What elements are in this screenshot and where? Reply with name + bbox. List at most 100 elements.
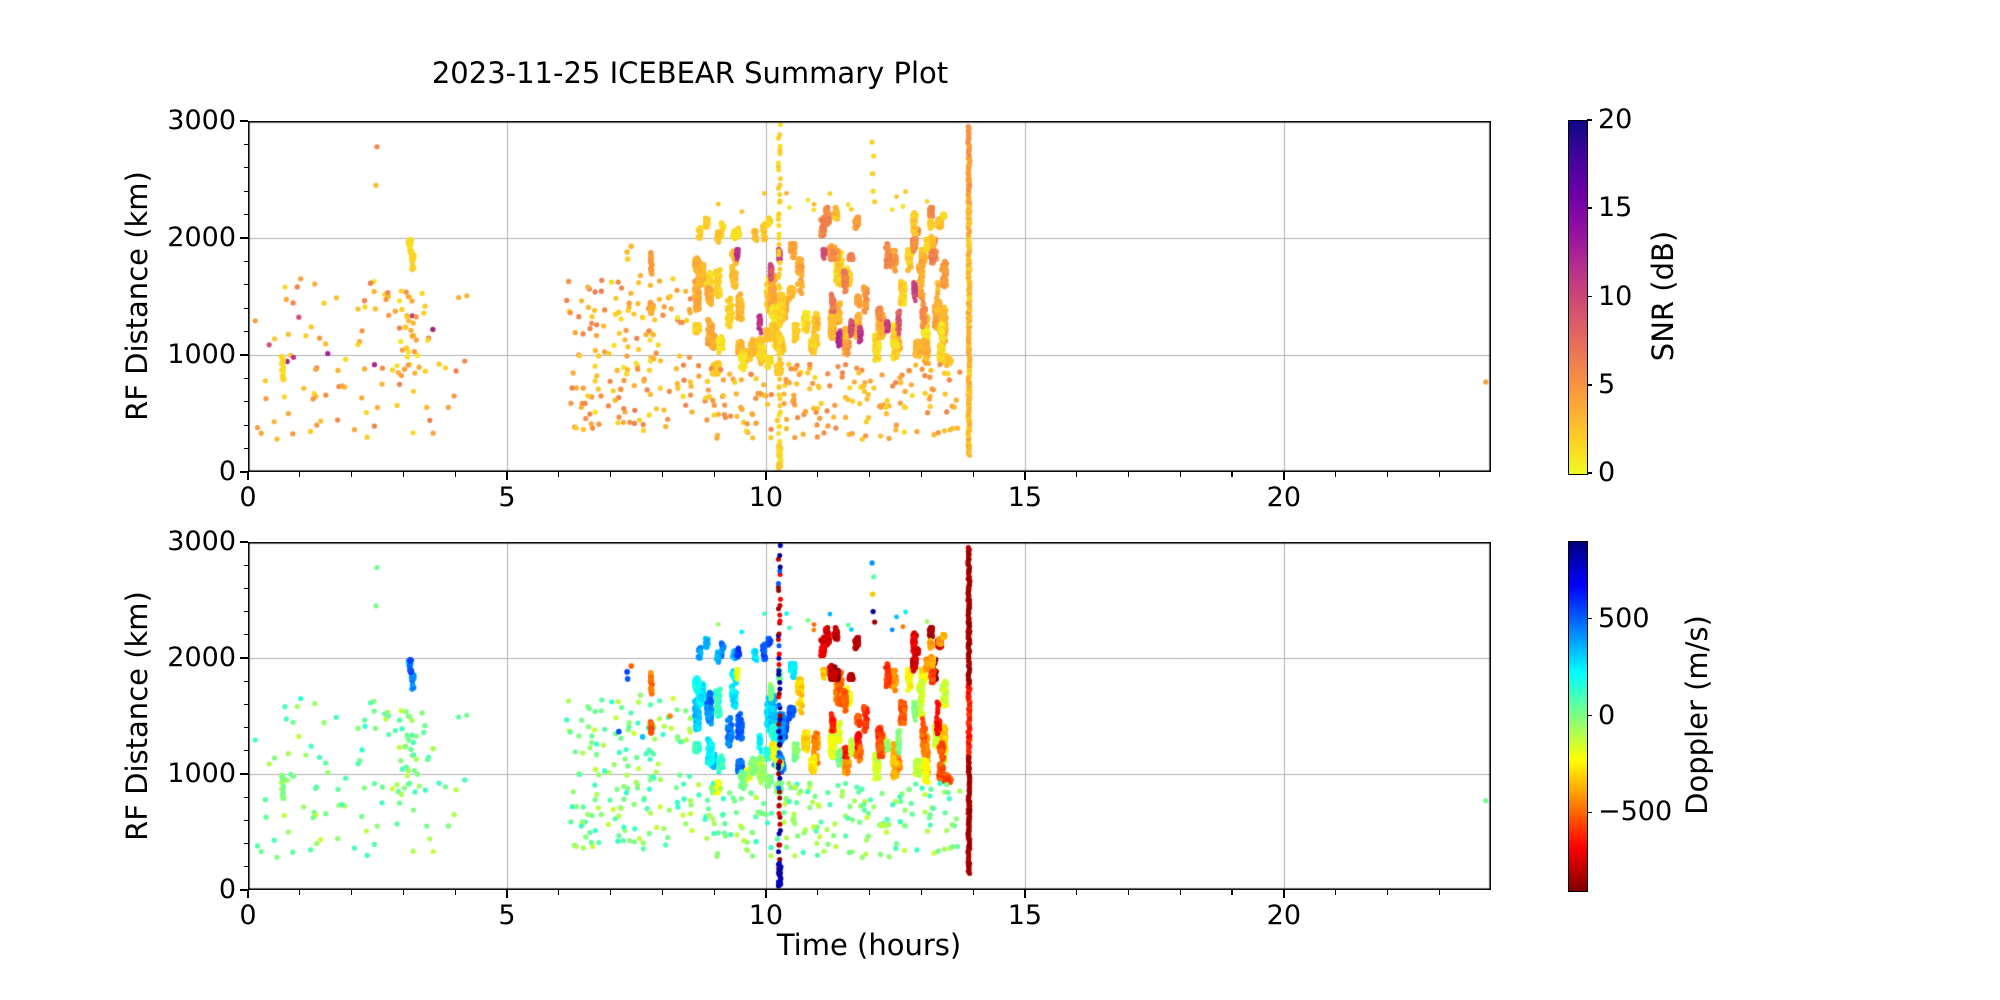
x-tick-label: 15 xyxy=(1007,482,1043,513)
x-axis-label: Time (hours) xyxy=(776,928,962,962)
colorbar-tick xyxy=(1587,811,1592,814)
y-minor-tick xyxy=(243,331,248,333)
y-minor-tick xyxy=(243,260,248,262)
y-tick-label: 2000 xyxy=(167,642,236,673)
x-minor-tick xyxy=(1076,890,1078,895)
x-minor-tick xyxy=(351,472,353,477)
x-tick-label: 0 xyxy=(239,482,257,513)
x-minor-tick xyxy=(609,890,612,895)
doppler-scatter-canvas xyxy=(248,542,1491,890)
y-major-tick xyxy=(240,354,248,356)
x-minor-tick xyxy=(920,890,922,895)
y-major-tick xyxy=(240,773,248,775)
y-minor-tick xyxy=(243,819,248,821)
y-minor-tick xyxy=(243,703,248,705)
x-minor-tick xyxy=(351,890,353,895)
x-minor-tick xyxy=(402,472,404,477)
x-minor-tick xyxy=(713,472,715,477)
x-minor-tick xyxy=(402,890,404,895)
x-tick-label: 5 xyxy=(498,482,516,513)
snr-scatter-canvas xyxy=(248,121,1491,472)
y-minor-tick xyxy=(243,843,248,845)
colorbar-tick xyxy=(1587,617,1592,620)
y-minor-tick xyxy=(243,564,248,566)
x-major-tick xyxy=(1024,472,1026,480)
snr-colorbar xyxy=(1568,120,1588,475)
x-minor-tick xyxy=(1076,472,1078,477)
y-major-tick xyxy=(240,120,248,122)
x-major-tick xyxy=(1283,472,1285,480)
x-minor-tick xyxy=(454,472,456,477)
colorbar-tick-label: 0 xyxy=(1598,457,1616,488)
colorbar-tick-label: −500 xyxy=(1598,796,1673,828)
y-minor-tick xyxy=(243,424,248,426)
y-minor-tick xyxy=(243,680,248,682)
y-tick-label: 0 xyxy=(218,874,236,905)
y-minor-tick xyxy=(243,167,248,169)
y-major-tick xyxy=(240,471,248,473)
x-minor-tick xyxy=(817,472,819,477)
y-minor-tick xyxy=(243,214,248,216)
x-minor-tick xyxy=(661,890,663,895)
colorbar-tick-label: 15 xyxy=(1598,192,1633,224)
y-minor-tick xyxy=(243,377,248,379)
x-minor-tick xyxy=(868,890,871,895)
colorbar-tick xyxy=(1587,295,1592,298)
colorbar-tick xyxy=(1587,714,1592,717)
colorbar-tick xyxy=(1587,119,1592,121)
x-minor-tick xyxy=(299,890,301,895)
x-minor-tick xyxy=(1231,890,1233,895)
x-minor-tick xyxy=(713,890,715,895)
figure-title: 2023-11-25 ICEBEAR Summary Plot xyxy=(431,56,949,90)
y-minor-tick xyxy=(243,727,248,729)
x-minor-tick xyxy=(972,472,974,477)
x-minor-tick xyxy=(1438,472,1440,477)
y-minor-tick xyxy=(243,143,248,145)
x-minor-tick xyxy=(1335,472,1337,477)
y-tick-label: 1000 xyxy=(167,758,236,789)
y-tick-label: 1000 xyxy=(167,339,236,370)
x-minor-tick xyxy=(454,890,456,895)
x-tick-label: 5 xyxy=(498,900,516,931)
x-tick-label: 10 xyxy=(748,482,784,513)
x-minor-tick xyxy=(1179,890,1181,895)
y-tick-label: 3000 xyxy=(167,526,236,557)
y-major-tick xyxy=(240,657,248,659)
x-major-tick xyxy=(1283,890,1285,898)
x-major-tick xyxy=(247,472,249,480)
x-minor-tick xyxy=(558,890,560,895)
y-minor-tick xyxy=(243,796,248,798)
y-tick-label: 2000 xyxy=(167,222,236,253)
x-major-tick xyxy=(506,890,508,898)
y-tick-label: 0 xyxy=(218,456,236,487)
x-minor-tick xyxy=(817,890,819,895)
x-minor-tick xyxy=(1179,472,1181,477)
y-minor-tick xyxy=(243,448,248,450)
x-major-tick xyxy=(765,890,767,898)
y-major-tick xyxy=(240,541,248,543)
x-major-tick xyxy=(1024,890,1026,898)
x-tick-label: 20 xyxy=(1266,482,1302,513)
snr-panel xyxy=(248,121,1491,472)
y-minor-tick xyxy=(243,634,248,636)
x-tick-label: 15 xyxy=(1007,900,1043,931)
x-minor-tick xyxy=(558,472,560,477)
colorbar-tick-label: 10 xyxy=(1598,280,1633,312)
y-minor-tick xyxy=(243,190,248,192)
doppler-colorbar xyxy=(1568,541,1588,892)
colorbar-tick xyxy=(1587,472,1592,474)
x-minor-tick xyxy=(972,890,974,895)
x-minor-tick xyxy=(1335,890,1337,895)
colorbar-tick-label: 20 xyxy=(1598,104,1633,135)
x-major-tick xyxy=(247,890,249,898)
x-minor-tick xyxy=(920,472,922,477)
y-minor-tick xyxy=(243,611,248,613)
x-major-tick xyxy=(765,472,767,480)
x-minor-tick xyxy=(1231,472,1233,477)
x-major-tick xyxy=(506,472,508,480)
y-minor-tick xyxy=(243,587,248,589)
y-tick-label: 3000 xyxy=(167,105,236,136)
x-minor-tick xyxy=(661,472,663,477)
doppler-panel xyxy=(248,542,1491,890)
